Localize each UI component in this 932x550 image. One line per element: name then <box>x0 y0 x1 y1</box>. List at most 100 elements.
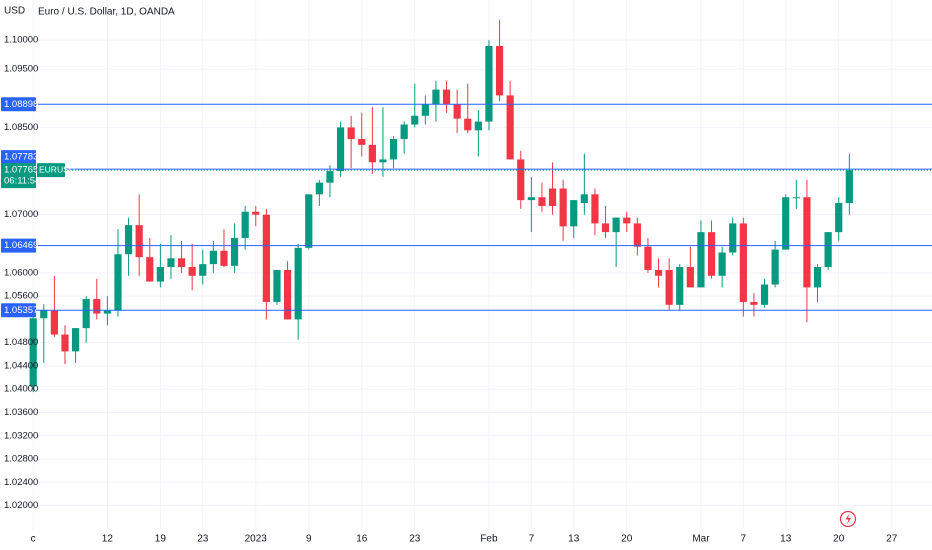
countdown-label: 06:11:54 <box>4 176 40 187</box>
candle-body <box>813 267 822 288</box>
y-tick-label: 1.10000 <box>4 35 38 46</box>
candle-body <box>358 139 366 145</box>
candle-body <box>453 104 461 119</box>
candle-body <box>782 197 790 250</box>
candle-body <box>442 89 451 105</box>
candle-body <box>252 211 260 215</box>
candle-body <box>379 159 387 163</box>
candle-body <box>792 197 800 199</box>
candle-body <box>654 269 663 276</box>
candle-body <box>368 144 376 163</box>
y-tick-label: 1.04000 <box>4 384 38 395</box>
level-label: 1.05357 <box>4 305 38 316</box>
candle-body <box>580 194 588 204</box>
y-tick-label: 1.07000 <box>4 209 38 220</box>
candle-body <box>845 170 853 204</box>
candle-body <box>283 269 292 320</box>
y-tick-label: 1.08500 <box>4 122 38 133</box>
candle-body <box>633 223 641 247</box>
candle-body <box>559 188 567 227</box>
candle-body <box>61 334 69 352</box>
y-tick-label: 1.03200 <box>4 430 38 441</box>
x-tick-label: 7 <box>529 534 535 545</box>
x-tick-label: 20 <box>621 534 633 545</box>
y-tick-label: 1.02800 <box>4 454 38 465</box>
candle-body <box>29 318 37 387</box>
candle-body <box>824 232 832 268</box>
alert-icon[interactable] <box>839 510 857 528</box>
candle-body <box>760 284 769 305</box>
candle-body <box>676 267 684 305</box>
candle-body <box>644 246 652 270</box>
candle-body <box>114 254 122 311</box>
level-label-box <box>1 303 36 318</box>
x-tick-label: 20 <box>833 534 845 545</box>
candle-body <box>517 159 525 201</box>
candle-body <box>315 182 323 195</box>
x-tick-label: 16 <box>356 534 368 545</box>
candle-body <box>326 171 334 183</box>
candle-body <box>199 264 207 276</box>
candle-body <box>167 258 175 268</box>
candle-body <box>400 124 408 140</box>
level-label-box <box>1 97 36 112</box>
candle-body <box>601 223 610 233</box>
y-tick-label: 1.04400 <box>4 360 38 371</box>
candle-body <box>156 267 164 282</box>
candle-body <box>262 214 270 302</box>
candle-body <box>835 203 843 233</box>
x-tick-label: Mar <box>692 534 710 545</box>
alert-bolt[interactable] <box>845 513 852 525</box>
x-tick-label: 9 <box>306 534 312 545</box>
candle-body <box>124 225 133 255</box>
candle-body <box>188 267 196 276</box>
alert-circle[interactable] <box>839 510 857 528</box>
x-tick-label: 19 <box>155 534 167 545</box>
last-price-label: 1.07765 <box>4 165 38 176</box>
candles <box>29 19 853 393</box>
candle-body <box>71 328 80 352</box>
candle-body <box>230 237 239 266</box>
candle-body <box>305 194 313 248</box>
chart-title: Euro / U.S. Dollar, 1D, OANDA <box>38 7 175 18</box>
level-label: 1.07783 <box>4 152 38 163</box>
x-tick-label: 2023 <box>245 534 268 545</box>
candle-body <box>538 197 546 206</box>
last-price-box <box>1 163 36 189</box>
candle-body <box>421 104 429 116</box>
x-tick-label: 23 <box>197 534 209 545</box>
candle-body <box>432 89 440 105</box>
x-tick-label: c <box>31 534 36 545</box>
overlay: 1.10000 1.09500 1.08500 1.07000 1.06000 1.056… <box>1 35 932 545</box>
candle-body <box>389 139 398 160</box>
candle-body <box>464 118 472 131</box>
y-tick-label: 1.02000 <box>4 500 38 511</box>
candle-body <box>411 115 419 125</box>
candle-body <box>146 257 154 282</box>
candle-body <box>135 225 143 258</box>
level-label-box <box>1 238 36 253</box>
symbol-label: EURUSD <box>39 164 75 174</box>
y-tick-label: 1.04800 <box>4 337 38 348</box>
x-tick-label: Feb <box>480 534 498 545</box>
candle-body <box>177 258 186 268</box>
candle-body <box>40 310 48 319</box>
candle-body <box>485 45 493 122</box>
candle-body <box>750 301 758 305</box>
candle-body <box>82 299 90 329</box>
candle-body <box>209 250 217 265</box>
candle-body <box>347 127 355 140</box>
y-tick-label: 1.05600 <box>4 291 38 302</box>
candle-body <box>718 252 726 276</box>
candle-body <box>93 299 101 314</box>
currency-label: USD <box>4 6 25 17</box>
candle-body <box>665 269 673 305</box>
candle-body <box>612 217 620 233</box>
x-tick-label: 12 <box>102 534 114 545</box>
candle-body <box>686 267 694 288</box>
candle-body <box>707 232 716 276</box>
candle-body <box>527 197 535 201</box>
